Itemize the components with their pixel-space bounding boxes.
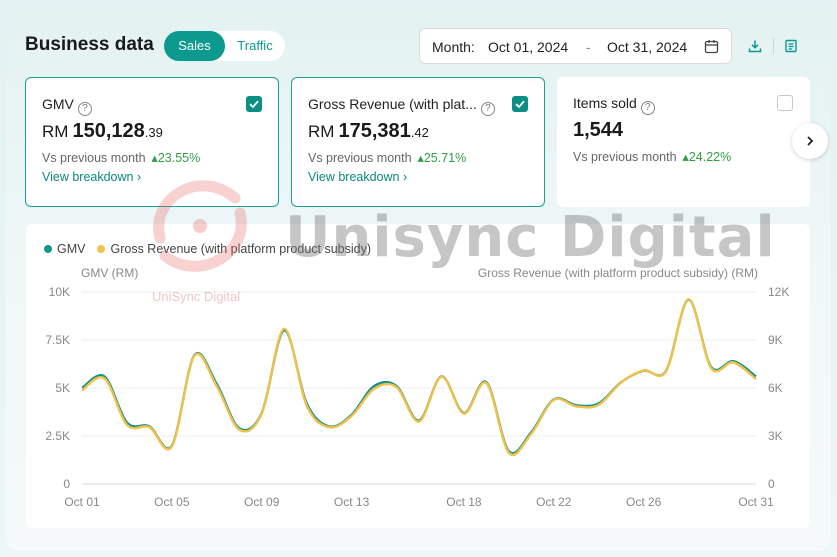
value-decimal: .42: [410, 125, 429, 140]
y-left-axis-title: GMV (RM): [81, 266, 139, 280]
card-label-wrap: Items sold?: [573, 95, 655, 115]
date-separator: -: [586, 39, 591, 55]
checkmark-icon: [249, 100, 259, 109]
x-tick-label: Oct 13: [334, 495, 370, 509]
metric-card-gross-revenue[interactable]: Gross Revenue (with plat...? RM 175,381.4…: [291, 77, 545, 207]
y-right-tick-label: 12K: [768, 285, 789, 299]
x-tick-label: Oct 31: [738, 495, 774, 509]
legend-label: GMV: [57, 242, 86, 256]
y-left-tick-label: 7.5K: [45, 333, 70, 347]
change-value: 24.22%: [688, 150, 732, 164]
change-value: 25.71%: [423, 151, 467, 165]
comparison-row: Vs previous month ▴25.71%: [308, 150, 466, 165]
start-date-value: Oct 01, 2024: [488, 39, 569, 55]
up-arrow-icon: ▴: [682, 150, 689, 164]
card-label: Gross Revenue (with plat...: [308, 96, 477, 112]
x-tick-label: Oct 22: [536, 495, 572, 509]
y-right-tick-label: 6K: [768, 381, 783, 395]
tab-traffic[interactable]: Traffic: [237, 38, 273, 53]
legend-item-gross-revenue[interactable]: Gross Revenue (with platform product sub…: [97, 242, 371, 256]
up-arrow-icon: ▴: [417, 151, 424, 165]
legend-dot: [44, 245, 52, 253]
x-tick-label: Oct 18: [446, 495, 482, 509]
page-title: Business data: [25, 34, 154, 55]
x-tick-label: Oct 09: [244, 495, 280, 509]
y-left-tick-label: 10K: [49, 285, 70, 299]
series-line-gmv: [81, 298, 757, 455]
y-right-tick-label: 0: [768, 477, 775, 491]
help-icon[interactable]: ?: [480, 102, 495, 116]
download-icon: [748, 40, 762, 53]
y-right-tick-label: 3K: [768, 429, 783, 443]
card-checkbox[interactable]: [512, 96, 528, 112]
currency-label: RM: [308, 122, 335, 141]
metric-card-items-sold[interactable]: Items sold? 1,544 Vs previous month ▴24.2…: [557, 77, 810, 207]
value-integer: 175,381: [338, 120, 411, 142]
chevron-right-icon: [807, 136, 814, 146]
card-checkbox[interactable]: [246, 96, 262, 112]
chart-legend: GMV Gross Revenue (with platform product…: [44, 242, 371, 256]
comparison-row: Vs previous month ▴23.55%: [42, 150, 200, 165]
trend-chart-card: GMV Gross Revenue (with platform product…: [26, 224, 810, 528]
comparison-row: Vs previous month ▴24.22%: [573, 149, 731, 164]
metric-card-gmv[interactable]: GMV? RM 150,128.39 Vs previous month ▴23.5…: [25, 77, 279, 207]
y-left-tick-label: 2.5K: [45, 429, 70, 443]
card-label: Items sold: [573, 95, 637, 111]
value-integer: 150,128: [72, 120, 145, 142]
report-icon: [785, 39, 797, 53]
y-left-tick-label: 0: [63, 477, 70, 491]
change-badge: ▴24.22%: [683, 150, 732, 164]
date-prefix-label: Month:: [432, 39, 475, 55]
download-button[interactable]: [746, 37, 764, 55]
change-badge: ▴23.55%: [152, 151, 201, 165]
watermark-logo-text: UniSync Digital: [152, 289, 241, 304]
link-label: View breakdown: [42, 170, 134, 184]
value-decimal: .39: [144, 125, 163, 140]
view-breakdown-link[interactable]: View breakdown ›: [308, 170, 407, 184]
checkmark-icon: [515, 100, 525, 109]
chevron-right-icon: ›: [136, 170, 142, 184]
metric-type-toggle: Sales Traffic: [164, 31, 285, 61]
end-date-value: Oct 31, 2024: [607, 39, 688, 55]
line-chart: 0 0 2.5K 3K 5K 6K 7.5K 9K 10K 12K Oct 01 Oct 05 Oct …: [45, 285, 789, 509]
toolbar-divider: [773, 38, 774, 54]
value-integer: 1,544: [573, 119, 624, 141]
month-date-picker[interactable]: Month: Oct 01, 2024 - Oct 31, 2024: [419, 28, 732, 64]
comparison-label: Vs previous month: [42, 151, 146, 165]
watermark-logo-icon: [153, 180, 247, 272]
link-label: View breakdown: [308, 170, 400, 184]
calendar-icon: [704, 40, 719, 54]
next-cards-button[interactable]: [792, 123, 828, 159]
comparison-label: Vs previous month: [573, 150, 677, 164]
change-badge: ▴25.71%: [418, 151, 467, 165]
card-label-wrap: Gross Revenue (with plat...?: [308, 96, 495, 116]
view-breakdown-link[interactable]: View breakdown ›: [42, 170, 141, 184]
card-label: GMV: [42, 96, 74, 112]
report-button[interactable]: [782, 37, 800, 55]
y-right-tick-label: 9K: [768, 333, 783, 347]
tab-sales[interactable]: Sales: [164, 31, 225, 61]
x-tick-label: Oct 26: [626, 495, 662, 509]
x-tick-label: Oct 01: [64, 495, 100, 509]
currency-label: RM: [42, 122, 69, 141]
card-label-wrap: GMV?: [42, 96, 92, 116]
series-line-gross-revenue: [81, 297, 757, 456]
legend-dot: [97, 245, 106, 253]
comparison-label: Vs previous month: [308, 151, 412, 165]
y-right-axis-title: Gross Revenue (with platform product sub…: [477, 266, 758, 280]
help-icon[interactable]: ?: [640, 101, 655, 115]
card-value: RM 150,128.39: [42, 120, 163, 143]
watermark-text: Unisync Digital: [285, 205, 776, 270]
card-checkbox[interactable]: [777, 95, 793, 111]
x-tick-label: Oct 05: [154, 495, 190, 509]
legend-item-gmv[interactable]: GMV: [44, 242, 85, 256]
help-icon[interactable]: ?: [77, 102, 92, 116]
up-arrow-icon: ▴: [151, 151, 158, 165]
chevron-right-icon: ›: [402, 170, 408, 184]
card-value: RM 175,381.42: [308, 120, 429, 143]
change-value: 23.55%: [157, 151, 201, 165]
y-left-tick-label: 5K: [55, 381, 70, 395]
card-value: 1,544: [573, 119, 623, 142]
legend-label: Gross Revenue (with platform product sub…: [110, 242, 372, 256]
